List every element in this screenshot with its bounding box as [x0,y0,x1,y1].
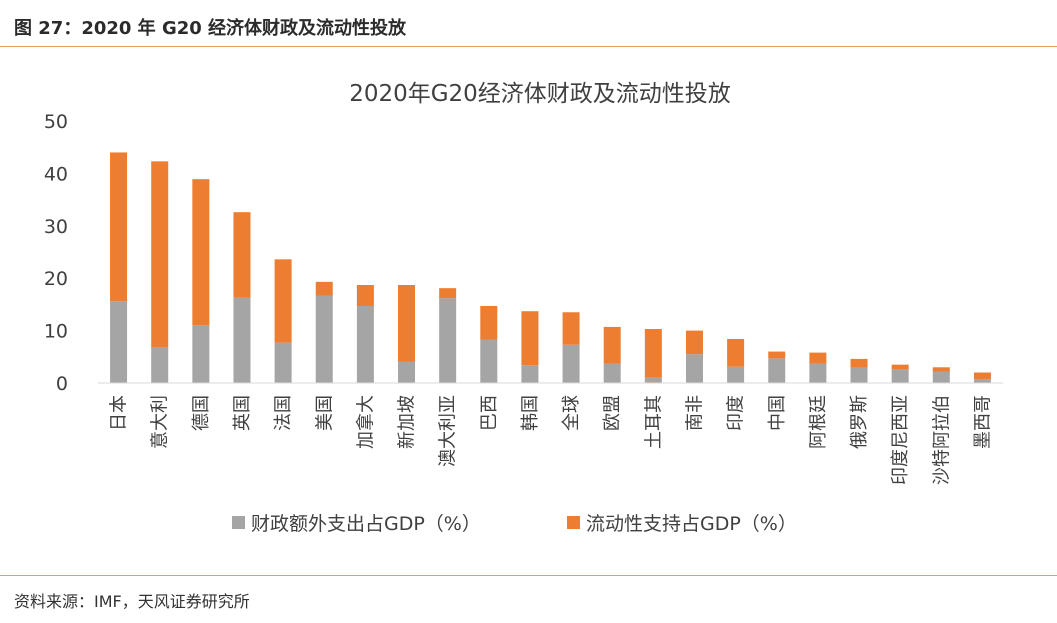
bar-liquidity [768,351,786,359]
y-tick-label: 0 [56,373,68,395]
x-tick-label: 加拿大 [354,395,376,449]
bar-liquidity [809,352,827,364]
legend-swatch-liquidity [567,516,580,529]
legend: 财政额外支出占GDP（%） 流动性支持占GDP（%） [232,513,797,535]
y-tick-label: 10 [44,321,68,343]
x-tick-label: 意大利 [150,395,171,449]
bar-fiscal [110,301,128,383]
chart-title: 2020年G20经济体财政及流动性投放 [349,81,731,107]
x-tick-label: 澳大利亚 [438,395,459,467]
x-tick-label: 俄罗斯 [849,395,870,449]
bars-group [110,152,991,383]
x-tick-label: 韩国 [520,395,541,431]
bar-fiscal [315,295,333,383]
y-tick-label: 40 [44,163,68,185]
bar-fiscal [233,297,251,383]
bar-liquidity [439,288,457,299]
bottom-divider [0,575,1057,576]
bar-fiscal [973,379,991,383]
source-note: 资料来源：IMF，天风证券研究所 [14,592,250,611]
bar-liquidity [685,330,703,355]
bar-fiscal [356,305,374,383]
bar-fiscal [562,344,580,383]
bar-liquidity [233,212,251,298]
y-tick-label: 30 [44,216,68,238]
x-tick-label: 新加坡 [397,395,418,449]
bar-liquidity [891,364,909,370]
bar-fiscal [727,366,745,383]
bar-fiscal [192,325,210,383]
bar-liquidity [973,372,991,380]
bar-fiscal [768,358,786,383]
bar-fiscal [685,354,703,383]
bar-liquidity [110,152,128,302]
y-tick-label: 50 [44,111,68,133]
bar-liquidity [274,259,292,343]
legend-label-fiscal: 财政额外支出占GDP（%） [251,513,481,535]
x-tick-label: 欧盟 [602,395,623,431]
x-tick-label: 墨西哥 [972,395,993,449]
x-tick-label: 德国 [191,395,212,431]
bar-fiscal [891,369,909,383]
top-divider [0,46,1057,47]
bar-fiscal [932,371,950,383]
bar-liquidity [192,179,210,326]
bar-liquidity [603,326,621,364]
bar-fiscal [439,298,457,383]
legend-label-liquidity: 流动性支持占GDP（%） [586,513,797,535]
x-tick-label: 中国 [767,395,788,431]
bar-liquidity [850,358,868,368]
x-tick-label: 美国 [314,395,335,431]
bar-fiscal [644,377,662,383]
y-tick-label: 20 [44,268,68,290]
x-tick-label: 土耳其 [643,395,664,449]
bar-liquidity [521,311,539,366]
x-tick-label: 印度 [726,395,747,431]
figure-title: 图 27：2020 年 G20 经济体财政及流动性投放 [14,18,407,39]
bar-liquidity [932,367,950,372]
bar-liquidity [315,281,333,296]
x-tick-label: 巴西 [479,395,500,431]
x-axis: 日本 意大利 德国 英国 法国 美国 加拿大 新加坡 澳大利亚 巴西 韩国 全球 欧盟 土耳其 南非 印度 中国… [109,395,994,485]
bar-liquidity [356,285,374,306]
bar-fiscal [151,347,169,383]
bar-liquidity [398,285,416,362]
bar-liquidity [727,338,745,367]
x-tick-label: 日本 [109,395,130,431]
bar-liquidity [562,312,580,345]
stacked-bar-chart: 2020年G20经济体财政及流动性投放 0 10 20 30 40 50 日本 意大利 德国英… [44,81,1003,535]
x-tick-label: 法国 [273,395,294,431]
x-tick-label: 印度尼西亚 [890,395,911,485]
bar-fiscal [850,367,868,383]
y-axis: 0 10 20 30 40 50 [44,111,68,395]
x-tick-label: 沙特阿拉伯 [931,395,952,485]
bar-fiscal [603,363,621,383]
bar-fiscal [398,361,416,383]
x-tick-label: 阿根廷 [808,395,829,449]
bar-fiscal [480,339,498,383]
x-tick-label: 英国 [232,395,253,431]
x-tick-label: 南非 [684,395,705,431]
x-tick-label: 全球 [561,395,582,431]
bar-liquidity [151,161,169,348]
bar-liquidity [644,329,662,378]
bar-fiscal [809,363,827,383]
bar-fiscal [274,342,292,383]
legend-swatch-fiscal [232,516,245,529]
bar-fiscal [521,365,539,383]
bar-liquidity [480,305,498,340]
